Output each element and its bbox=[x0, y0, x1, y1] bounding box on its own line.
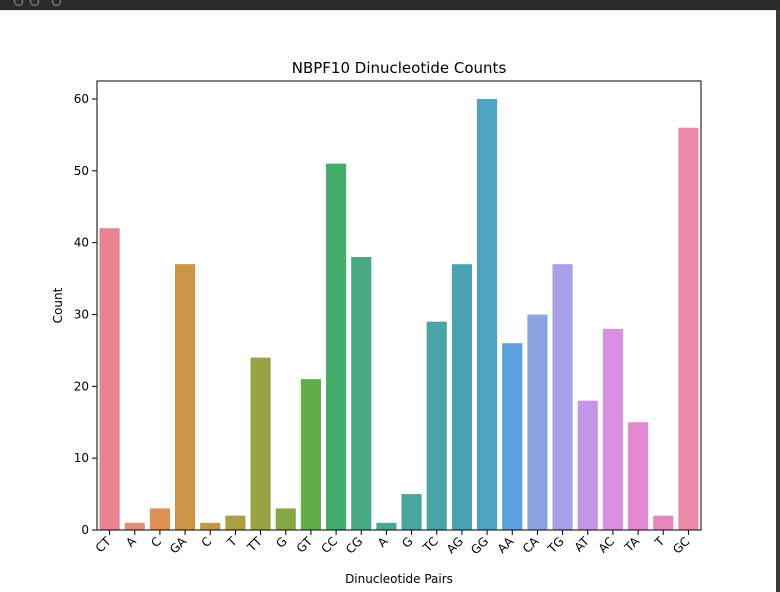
bar bbox=[502, 343, 523, 530]
bar bbox=[527, 314, 548, 530]
bar bbox=[552, 264, 573, 530]
x-tick-label: CA bbox=[520, 534, 542, 556]
bar bbox=[351, 257, 372, 530]
bar bbox=[577, 400, 598, 530]
y-axis: 0 10 20 30 40 50 60 bbox=[74, 92, 97, 537]
x-tick-label: AC bbox=[596, 534, 617, 555]
bar bbox=[602, 328, 623, 530]
x-tick-label: G bbox=[399, 534, 415, 550]
bar bbox=[653, 515, 674, 530]
x-tick-label: TA bbox=[621, 534, 642, 555]
x-tick-label: GC bbox=[670, 534, 692, 556]
y-tick-label: 60 bbox=[74, 92, 89, 106]
y-tick-label: 40 bbox=[74, 236, 89, 250]
y-tick-label: 50 bbox=[74, 164, 89, 178]
status-indicator-icon: ╵ bbox=[750, 0, 757, 6]
x-axis-label: Dinucleotide Pairs bbox=[345, 572, 453, 586]
y-tick-label: 0 bbox=[81, 523, 89, 537]
y-tick-label: 10 bbox=[74, 451, 89, 465]
bar bbox=[250, 357, 271, 530]
bar bbox=[300, 379, 321, 530]
x-tick-label: TG bbox=[544, 534, 566, 556]
x-tick-label: T bbox=[652, 534, 668, 550]
x-tick-label: A bbox=[123, 534, 139, 550]
x-tick-label: C bbox=[199, 534, 215, 550]
settings-icon[interactable] bbox=[30, 0, 39, 6]
bar bbox=[99, 228, 120, 530]
bar bbox=[326, 163, 347, 530]
bars-group bbox=[99, 98, 699, 531]
x-tick-label: CT bbox=[93, 534, 114, 555]
bar bbox=[225, 515, 246, 530]
x-tick-label: CG bbox=[343, 534, 365, 556]
x-tick-label: TC bbox=[420, 534, 441, 555]
x-tick-label: A bbox=[375, 534, 391, 550]
x-tick-label: G bbox=[273, 534, 289, 550]
bar bbox=[477, 98, 498, 531]
x-tick-label: GA bbox=[167, 534, 190, 557]
x-tick-label: GT bbox=[294, 534, 316, 556]
separator bbox=[0, 10, 776, 11]
scrollbar[interactable] bbox=[776, 10, 780, 592]
bar bbox=[376, 522, 397, 530]
bar bbox=[401, 494, 422, 530]
refresh-icon[interactable] bbox=[52, 0, 61, 6]
x-tick-label: TT bbox=[244, 534, 265, 555]
x-tick-label: GG bbox=[468, 534, 491, 557]
bar bbox=[175, 264, 196, 530]
x-tick-label: AG bbox=[444, 534, 466, 556]
bar bbox=[124, 522, 145, 530]
chart-title: NBPF10 Dinucleotide Counts bbox=[292, 59, 507, 77]
bar bbox=[275, 508, 296, 530]
x-tick-label: AT bbox=[572, 534, 593, 555]
bar bbox=[628, 422, 649, 530]
plot-frame bbox=[96, 80, 702, 531]
x-axis: CT A C GA C T TT G GT CC CG A G TC AG GG AA CA TG AT AC TA T GC bbox=[93, 530, 693, 557]
y-tick-label: 20 bbox=[74, 379, 89, 393]
x-tick-label: C bbox=[148, 534, 164, 550]
bar bbox=[200, 522, 221, 530]
x-tick-label: T bbox=[224, 534, 240, 550]
y-tick-label: 30 bbox=[74, 307, 89, 321]
status-indicator-icon: ╵ bbox=[695, 0, 702, 6]
bar bbox=[451, 264, 472, 530]
circle-icon[interactable] bbox=[14, 0, 23, 6]
bar bbox=[426, 321, 447, 530]
window-top-bar: ╵ ╵ bbox=[0, 0, 780, 10]
y-axis-label: Count bbox=[51, 287, 65, 323]
x-tick-label: CC bbox=[318, 534, 340, 556]
x-tick-label: AA bbox=[495, 534, 517, 556]
bar bbox=[149, 508, 170, 530]
bar bbox=[678, 127, 699, 531]
